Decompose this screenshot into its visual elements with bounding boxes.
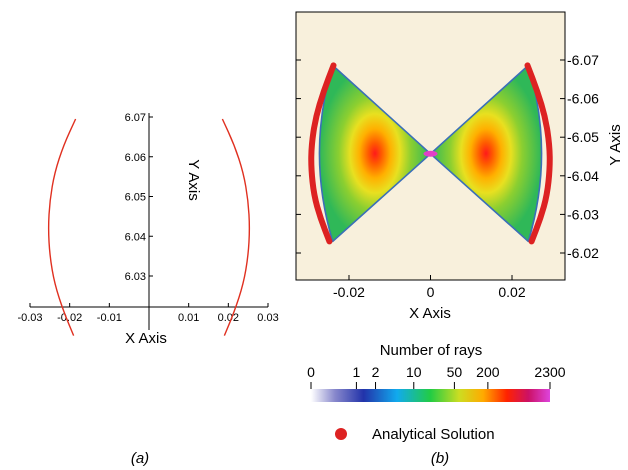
colorbar <box>311 389 550 402</box>
analytical-solution-right <box>524 62 553 245</box>
panel-b-y-tick-label: -6.02 <box>567 245 599 261</box>
panel-a-x-tick-label: -0.02 <box>57 312 82 324</box>
panel-b-label: (b) <box>431 450 449 467</box>
colorbar-tick-label: 200 <box>476 364 500 380</box>
legend-marker-analytical-solution <box>335 428 347 440</box>
panel-b-x-ticks: -0.02 0 0.02 <box>333 275 526 300</box>
panel-b-y-tick-label: -6.07 <box>567 52 599 68</box>
panel-a-y-tick-label: 6.04 <box>125 231 146 243</box>
colorbar-tick-label: 50 <box>447 364 463 380</box>
panel-a-label: (a) <box>131 450 149 467</box>
panel-a-x-tick-label: -0.03 <box>17 312 42 324</box>
panel-b-y-tick-label: -6.05 <box>567 129 599 145</box>
panel-b: -0.02 0 0.02 -6.02-6.03-6.04-6.05-6.06-6.0… <box>295 11 624 467</box>
panel-b-y-tick-label: -6.04 <box>567 168 599 184</box>
panel-a-y-tick-label: 6.05 <box>125 192 146 204</box>
panel-b-y-tick-label: -6.06 <box>567 91 599 107</box>
panel-b-x-tick-label: 0 <box>427 284 435 300</box>
panel-b-x-tick-label: 0.02 <box>498 284 525 300</box>
colorbar-tick-label: 10 <box>406 364 422 380</box>
panel-a-x-tick-label: 0.02 <box>218 312 239 324</box>
colorbar-tick-label: 1 <box>353 364 361 380</box>
colorbar-tick-label: 2300 <box>534 364 565 380</box>
panel-b-x-axis-label: X Axis <box>409 305 451 322</box>
panel-a-x-axis-label: X Axis <box>125 330 167 347</box>
panel-a-series-line-right <box>221 118 251 336</box>
panel-a-series-line-left <box>47 118 77 336</box>
panel-b-y-ticks: -6.02 -6.03 -6.04 -6.05 -6.06 -6.07 <box>296 52 599 261</box>
colorbar-tick-label: 0 <box>307 364 315 380</box>
panel-a-x-tick-label: 0.03 <box>257 312 278 324</box>
panel-a-y-tick-label: 6.06 <box>125 152 146 164</box>
panel-a-y-ticks: 6.03 6.04 6.05 6.06 6.07 <box>125 112 153 283</box>
panel-a: -0.03 -0.02 -0.01 0.01 0.02 0.03 6.03 6.04 6.05… <box>17 112 278 467</box>
panel-a-x-tick-label: -0.01 <box>97 312 122 324</box>
colorbar-ticks: 0 1 2 10 50 200 2300 <box>307 364 566 389</box>
panel-a-y-axis-label: Y Axis <box>185 159 202 200</box>
analytical-solution-left <box>308 62 337 245</box>
panel-a-x-tick-label: 0.01 <box>178 312 199 324</box>
panel-b-x-tick-label: -0.02 <box>333 284 365 300</box>
legend-label-analytical-solution: Analytical Solution <box>372 426 495 443</box>
panel-a-y-tick-label: 6.03 <box>125 271 146 283</box>
colorbar-tick-label: 2 <box>372 364 380 380</box>
ray-center-hotspot <box>423 150 438 157</box>
colorbar-title: Number of rays <box>380 342 483 359</box>
panel-a-x-ticks: -0.03 -0.02 -0.01 0.01 0.02 0.03 <box>17 303 279 324</box>
panel-a-y-tick-label: 6.07 <box>125 112 146 124</box>
panel-b-y-tick-label: -6.03 <box>567 206 599 222</box>
panel-b-analytical-solution <box>308 62 553 245</box>
panel-a-series <box>47 118 251 336</box>
panel-b-y-axis-label: Y Axis <box>607 124 624 165</box>
